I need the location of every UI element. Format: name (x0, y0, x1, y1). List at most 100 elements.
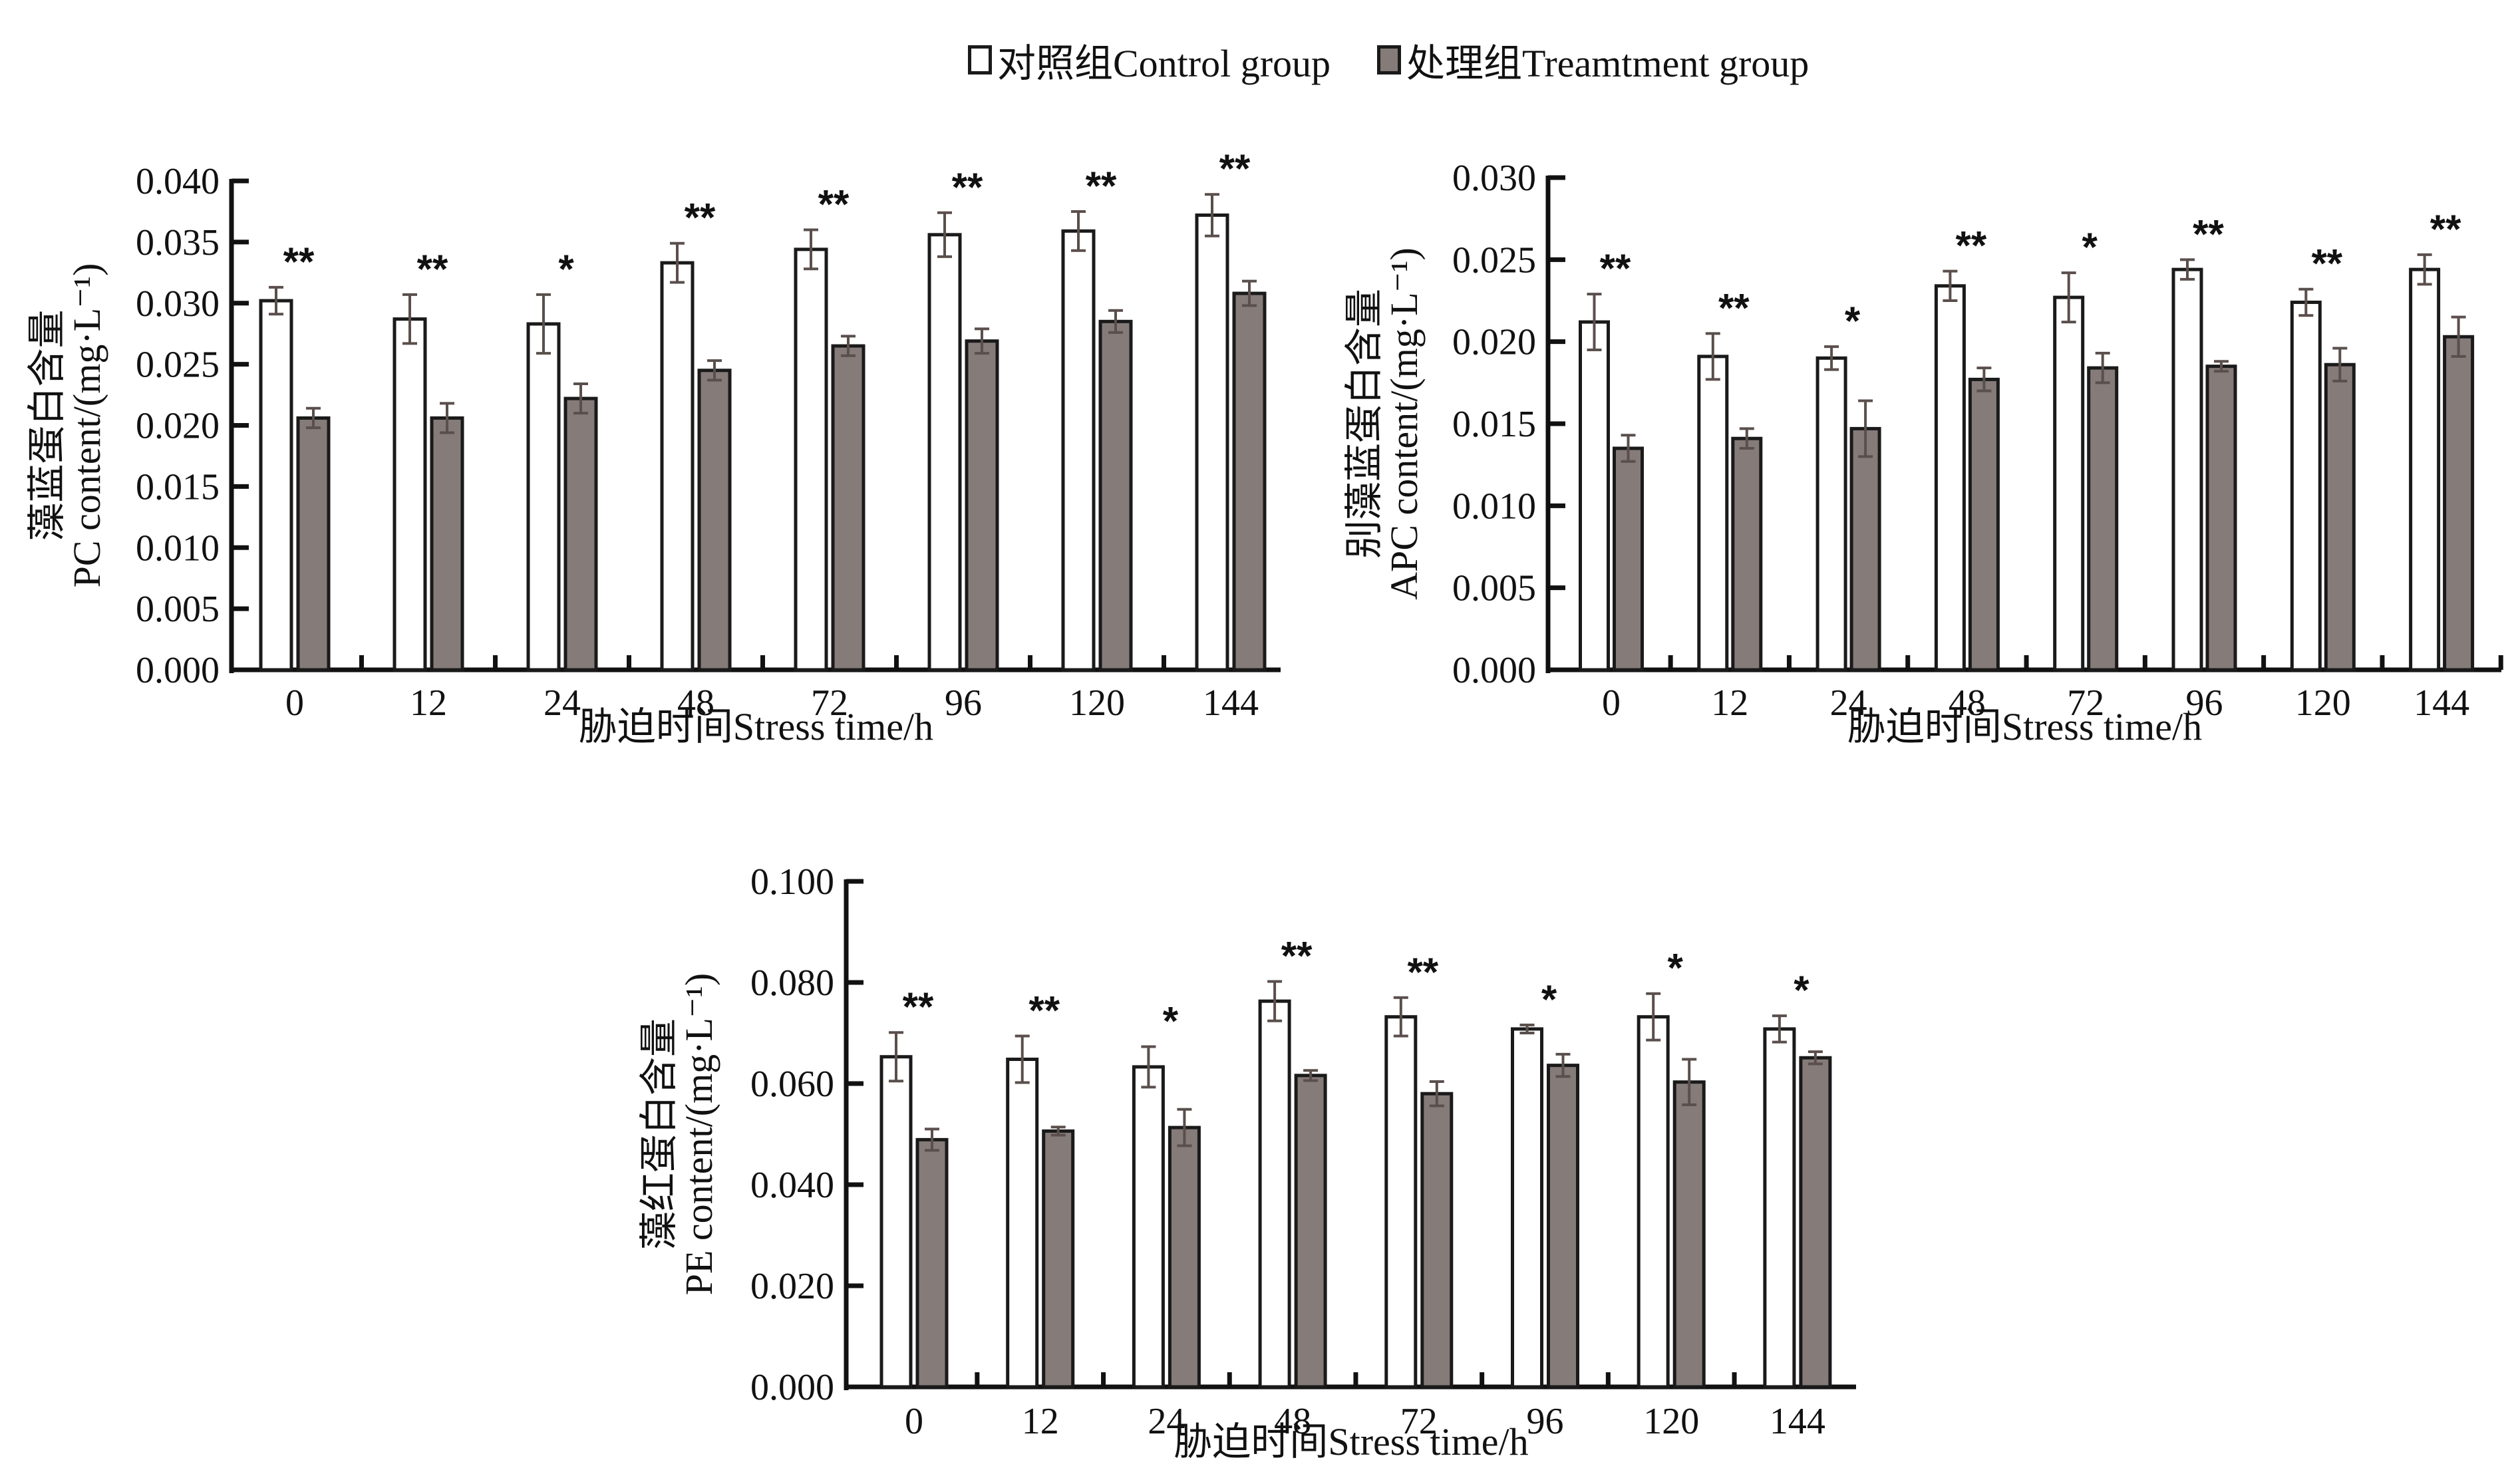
significance-marker: ** (1600, 246, 1631, 291)
y-tick-label: 0.015 (1452, 404, 1536, 445)
bar-group: ** (1006, 988, 1075, 1389)
significance-marker: ** (903, 984, 934, 1029)
bar-treatment (2443, 335, 2475, 672)
x-tick-label: 48 (677, 682, 714, 724)
bar-group: ** (2290, 241, 2356, 672)
bar-treatment (1042, 1129, 1075, 1389)
x-tick-label: 24 (1148, 1401, 1185, 1442)
significance-marker: ** (1407, 950, 1438, 994)
y-tick-label: 0.000 (1452, 650, 1536, 691)
significance-marker: * (1845, 299, 1861, 343)
x-tick-label: 24 (544, 682, 581, 724)
bar-control (2290, 300, 2322, 672)
y-tick-label: 0.010 (136, 527, 220, 569)
bar-treatment (831, 344, 865, 672)
y-tick-label: 0.020 (1452, 322, 1536, 363)
x-tick-label: 144 (2414, 682, 2469, 724)
x-tick-label: 96 (2186, 682, 2223, 724)
bar-group: ** (259, 239, 331, 672)
x-tick-label: 12 (1711, 682, 1748, 724)
bar-treatment (1672, 1080, 1706, 1389)
significance-marker: * (1163, 999, 1179, 1044)
significance-marker: ** (1028, 988, 1060, 1033)
x-tick-label: 120 (1643, 1401, 1699, 1442)
significance-marker: * (1541, 977, 1557, 1022)
x-tick-label: 120 (1069, 682, 1125, 724)
legend-label-treatment: 处理组Treamtment group (1406, 42, 1809, 85)
bar-group: ** (794, 182, 865, 672)
x-tick-label: 96 (1527, 1401, 1564, 1442)
significance-marker: ** (1086, 164, 1117, 208)
significance-marker: ** (1219, 146, 1251, 191)
bar-control (1195, 213, 1229, 672)
y-tick-label: 0.005 (136, 589, 220, 630)
significance-marker: ** (283, 239, 315, 284)
bar-control (1511, 1027, 1543, 1389)
y-tick-label: 0.020 (136, 406, 220, 447)
significance-marker: ** (952, 165, 983, 210)
significance-marker: ** (685, 196, 716, 240)
x-axis-title: 胁迫时间Stress time/h (579, 705, 933, 748)
significance-marker: * (558, 247, 574, 291)
bar-control (1258, 999, 1291, 1389)
bar-treatment (430, 416, 464, 672)
bar-treatment (1968, 377, 2000, 672)
bar-group: ** (1579, 246, 1644, 672)
bar-treatment (1168, 1125, 1201, 1389)
significance-marker: * (2082, 225, 2098, 269)
bar-group: ** (1697, 285, 1763, 672)
bar-group: ** (1934, 223, 2000, 672)
bar-group: * (1763, 968, 1832, 1389)
bar-control (1006, 1058, 1039, 1389)
bar-group: ** (1258, 933, 1327, 1389)
y-tick-label: 0.005 (1452, 568, 1536, 609)
y-tick-label: 0.010 (1452, 486, 1536, 527)
y-tick-label: 0.020 (750, 1266, 834, 1307)
y-tick-label: 0.025 (136, 345, 220, 386)
bar-group: ** (927, 165, 999, 672)
legend-item-treatment: 处理组Treamtment group (1377, 32, 1809, 88)
bar-treatment (1849, 426, 1881, 672)
significance-marker: * (1794, 968, 1809, 1012)
bar-group: ** (2171, 212, 2237, 672)
legend: 对照组Control group 处理组Treamtment group (968, 37, 1855, 85)
bar-control (660, 261, 695, 672)
y-tick-label: 0.015 (136, 466, 220, 508)
y-axis-title-cn: 别藻蓝蛋白含量 (1342, 289, 1386, 559)
significance-marker: ** (1718, 285, 1750, 330)
bar-group: * (526, 247, 598, 672)
bar-group: * (1511, 977, 1579, 1389)
x-tick-label: 144 (1203, 682, 1259, 724)
y-tick-label: 0.100 (750, 861, 834, 903)
bar-group: ** (660, 196, 732, 672)
y-tick-label: 0.030 (1452, 158, 1536, 199)
x-tick-label: 48 (1949, 682, 1986, 724)
y-tick-label: 0.030 (136, 283, 220, 325)
bar-group: ** (2409, 207, 2475, 672)
y-tick-label: 0.060 (750, 1064, 834, 1105)
bar-treatment (1294, 1074, 1327, 1389)
x-tick-label: 72 (1400, 1401, 1438, 1442)
y-tick-label: 0.040 (136, 161, 220, 202)
bar-treatment (296, 416, 331, 672)
x-tick-label: 0 (285, 682, 304, 724)
significance-marker: ** (1281, 933, 1313, 978)
y-axis-title-en: APC content/(mg·L⁻¹) (1382, 247, 1426, 600)
bar-control (2409, 267, 2441, 672)
significance-marker: ** (2430, 207, 2461, 251)
bar-control (1934, 284, 1966, 672)
significance-marker: ** (1956, 223, 1987, 268)
bar-group: ** (1384, 950, 1454, 1389)
bar-control (1132, 1065, 1165, 1389)
bar-treatment (915, 1137, 949, 1389)
bar-group: * (1637, 946, 1706, 1389)
legend-label-control: 对照组Control group (997, 42, 1331, 85)
bar-group: * (2053, 225, 2119, 672)
x-tick-label: 72 (2067, 682, 2104, 724)
significance-marker: ** (417, 247, 448, 291)
x-tick-label: 0 (905, 1401, 923, 1442)
y-tick-label: 0.035 (136, 222, 220, 263)
significance-marker: ** (2311, 241, 2342, 286)
